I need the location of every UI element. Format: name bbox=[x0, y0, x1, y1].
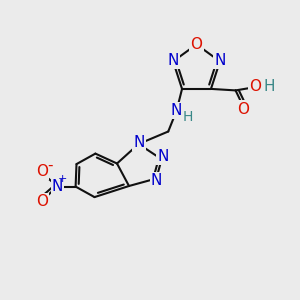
Text: H: H bbox=[263, 79, 275, 94]
Text: O: O bbox=[190, 37, 202, 52]
Text: N: N bbox=[158, 149, 169, 164]
Text: N: N bbox=[134, 135, 145, 150]
Text: O: O bbox=[237, 101, 249, 116]
Text: +: + bbox=[57, 174, 67, 184]
Text: N: N bbox=[171, 103, 182, 118]
Text: N: N bbox=[214, 53, 226, 68]
Text: H: H bbox=[183, 110, 193, 124]
Text: N: N bbox=[167, 53, 179, 68]
Text: O: O bbox=[36, 194, 48, 209]
Text: N: N bbox=[52, 179, 63, 194]
Text: -: - bbox=[47, 158, 52, 172]
Text: O: O bbox=[36, 164, 48, 179]
Text: O: O bbox=[249, 79, 261, 94]
Text: N: N bbox=[151, 173, 162, 188]
